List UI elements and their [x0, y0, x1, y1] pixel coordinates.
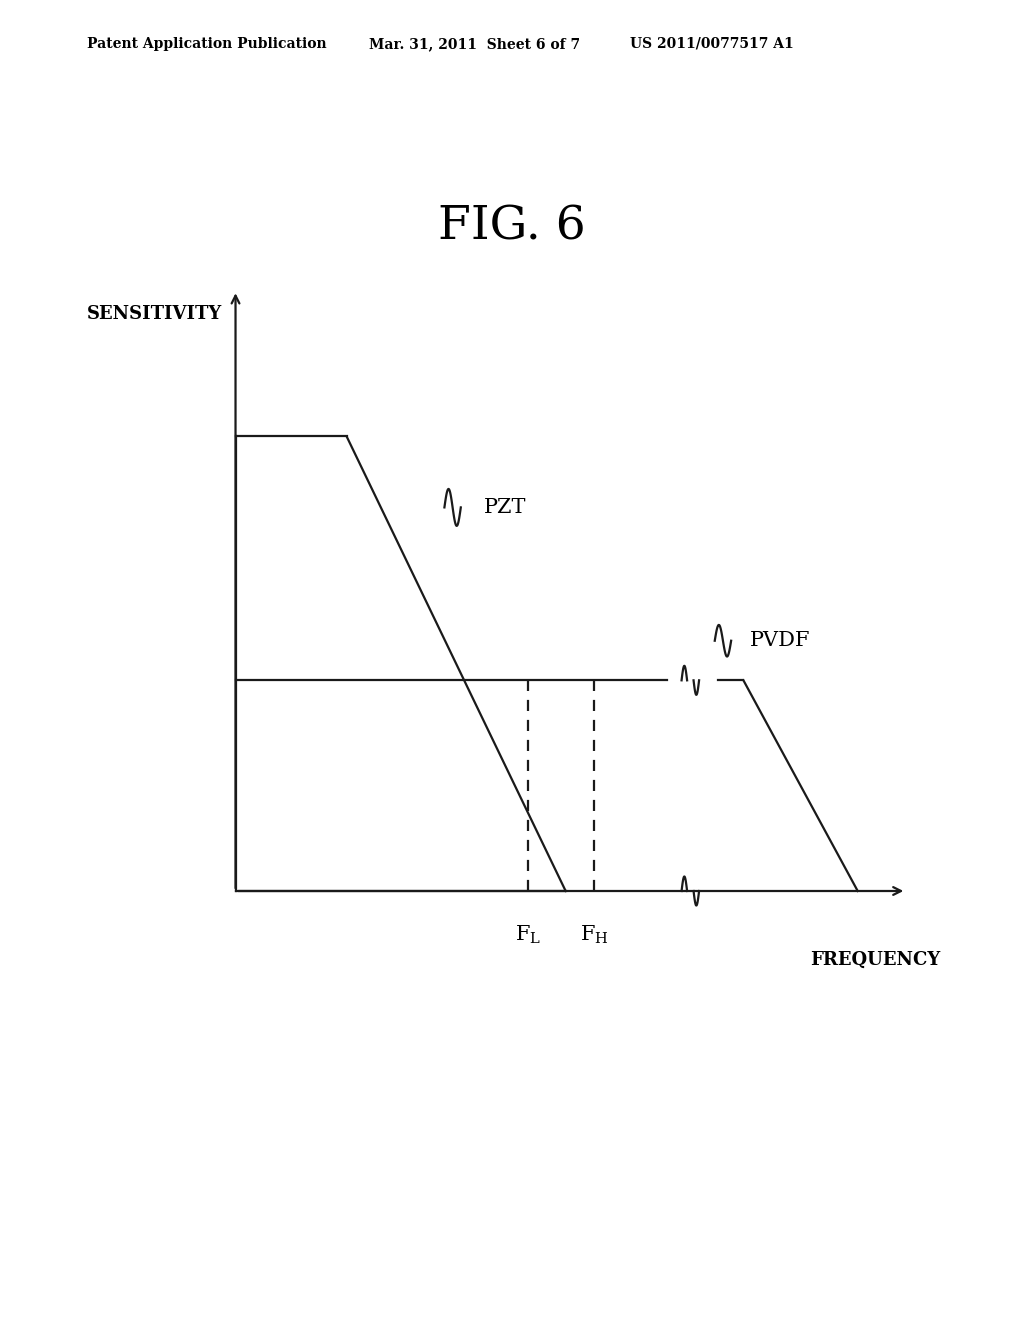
Text: SENSITIVITY: SENSITIVITY: [87, 305, 222, 323]
Text: US 2011/0077517 A1: US 2011/0077517 A1: [630, 37, 794, 51]
Text: FIG. 6: FIG. 6: [438, 205, 586, 249]
Text: FREQUENCY: FREQUENCY: [810, 950, 941, 969]
Text: Patent Application Publication: Patent Application Publication: [87, 37, 327, 51]
Text: $\mathregular{F_L}$: $\mathregular{F_L}$: [514, 924, 541, 946]
Text: $\mathregular{F_H}$: $\mathregular{F_H}$: [580, 924, 608, 946]
Text: PZT: PZT: [484, 498, 527, 517]
Text: PVDF: PVDF: [750, 631, 810, 651]
Text: Mar. 31, 2011  Sheet 6 of 7: Mar. 31, 2011 Sheet 6 of 7: [369, 37, 580, 51]
